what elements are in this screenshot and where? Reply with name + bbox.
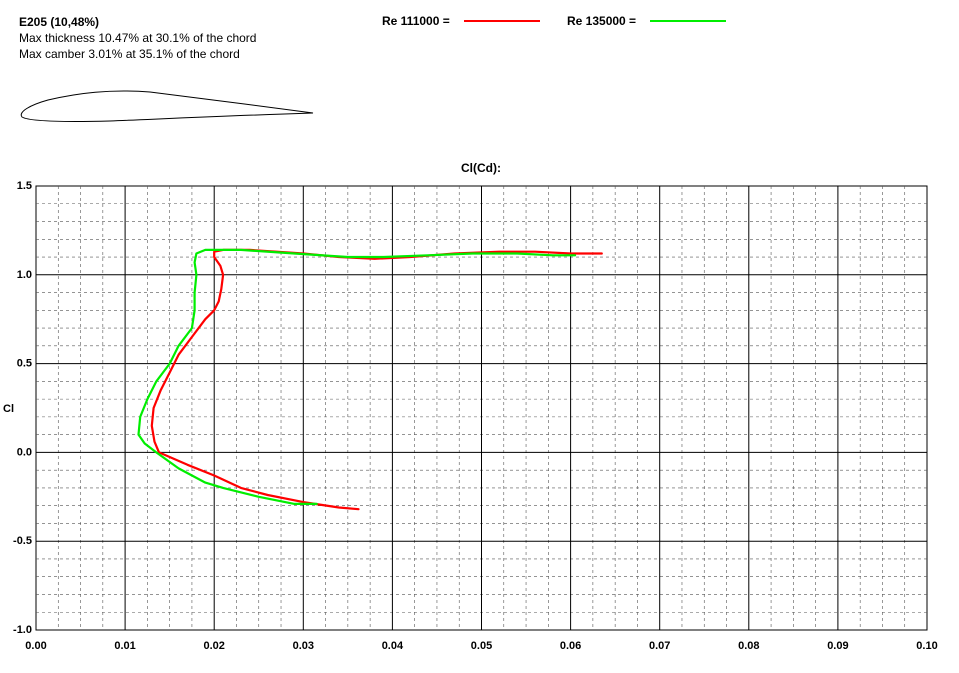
x-tick-label: 0.10 [916,640,937,652]
x-tick-label: 0.02 [203,640,224,652]
airfoil-thickness: Max thickness 10.47% at 30.1% of the cho… [19,31,257,45]
legend-swatch-re135000 [650,20,727,22]
legend-label-re111000: Re 111000 = [382,14,450,28]
x-tick-label: 0.08 [738,640,759,652]
x-tick-label: 0.03 [293,640,314,652]
y-tick-label: 0.5 [17,358,32,370]
legend-item-re135000: Re 135000 = [567,14,727,28]
airfoil-info: E205 (10,48%) Max thickness 10.47% at 30… [19,14,256,62]
y-tick-label: -1.0 [13,624,32,636]
series-line-0 [150,248,603,511]
airfoil-camber: Max camber 3.01% at 35.1% of the chord [19,47,240,61]
chart-title: Cl(Cd): [461,161,501,175]
x-tick-label: 0.00 [25,640,46,652]
major-grid [36,186,927,630]
x-tick-label: 0.09 [827,640,848,652]
x-tick-label: 0.05 [471,640,492,652]
airfoil-shape [20,90,314,123]
series-layer [137,248,603,511]
series-line-1 [137,248,577,505]
x-tick-labels: 0.00 0.01 0.02 0.03 0.04 0.05 0.06 0.07 0.08 0.09… [25,640,937,652]
y-axis-label: Cl [3,403,14,415]
y-tick-label: 0.0 [17,446,32,458]
y-tick-label: 1.0 [17,269,32,281]
y-tick-label: 1.5 [17,180,32,192]
x-tick-label: 0.01 [114,640,135,652]
legend-label-re135000: Re 135000 = [567,14,637,28]
legend-item-re111000: Re 111000 = [382,14,540,28]
x-tick-label: 0.04 [382,640,404,652]
y-tick-labels: 1.5 1.0 0.5 0.0 -0.5 -1.0 [13,180,32,636]
airfoil-name: E205 (10,48%) [19,15,100,29]
x-tick-label: 0.06 [560,640,581,652]
legend-swatch-re111000 [463,20,540,22]
x-tick-label: 0.07 [649,640,670,652]
y-tick-label: -0.5 [13,535,32,547]
